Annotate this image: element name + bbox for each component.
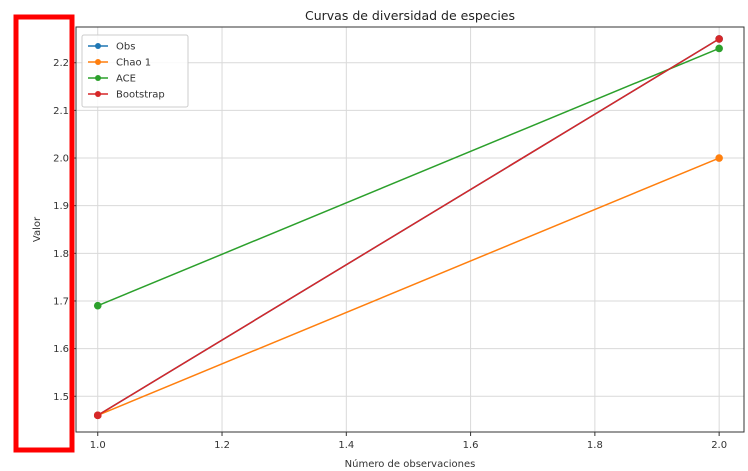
legend-swatch-marker <box>95 43 101 49</box>
y-tick-label: 1.6 <box>53 344 69 355</box>
x-tick-label: 1.6 <box>463 440 479 451</box>
data-point-bootstrap <box>715 35 723 43</box>
series-lines <box>93 35 723 420</box>
y-tick-label: 1.8 <box>53 249 69 260</box>
y-tick-label: 1.7 <box>53 296 69 307</box>
y-tick-label: 2.0 <box>53 154 69 165</box>
legend-label: ACE <box>116 74 136 85</box>
legend-swatch-marker <box>95 59 101 65</box>
data-point-ace <box>715 44 723 53</box>
x-tick-label: 1.8 <box>587 440 603 451</box>
y-tick-label: 1.9 <box>53 201 69 212</box>
legend-label: Bootstrap <box>116 90 165 101</box>
x-tick-label: 1.2 <box>214 440 230 451</box>
data-point-chao-1 <box>715 154 723 162</box>
legend-label: Chao 1 <box>116 58 151 69</box>
legend-swatch-marker <box>95 75 101 81</box>
grid <box>76 27 744 432</box>
data-point-ace <box>93 301 102 310</box>
x-axis-label: Número de observaciones <box>345 458 476 470</box>
legend: Obs Chao 1 ACE Bootstrap <box>81 34 189 108</box>
highlight-annotation-box <box>13 14 75 453</box>
x-axis-ticks: 1.0 1.2 1.4 1.6 1.8 2.0 <box>90 432 727 451</box>
chart-title: Curvas de diversidad de especies <box>305 8 515 23</box>
y-axis-label: Valor <box>32 216 43 242</box>
x-tick-label: 2.0 <box>711 440 727 451</box>
x-tick-label: 1.0 <box>90 440 106 451</box>
y-tick-label: 1.5 <box>53 392 69 403</box>
legend-box <box>81 34 189 108</box>
series-line-ace <box>97 47 720 307</box>
y-tick-label: 2.2 <box>53 58 69 69</box>
legend-label: Obs <box>116 42 135 53</box>
legend-items: Obs Chao 1 ACE Bootstrap <box>88 42 165 101</box>
x-tick-label: 1.4 <box>338 440 354 451</box>
plot-area <box>75 26 745 433</box>
series-line-chao-1 <box>97 157 720 417</box>
legend-swatch-marker <box>95 91 101 97</box>
data-point-bootstrap <box>93 411 102 420</box>
y-tick-label: 2.1 <box>53 106 69 117</box>
series-line-bootstrap <box>97 38 720 416</box>
